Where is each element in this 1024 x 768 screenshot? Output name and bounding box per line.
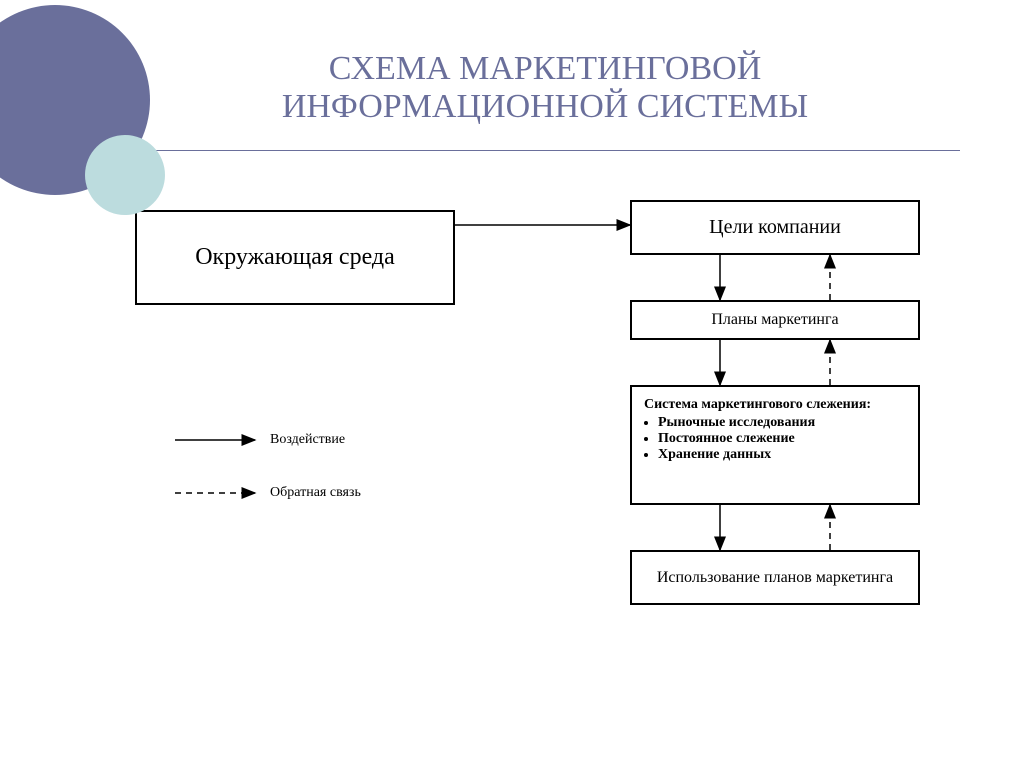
tracking-bullet: Постоянное слежение xyxy=(658,431,871,447)
box-tracking-heading: Система маркетингового слежения: xyxy=(644,397,871,413)
slide: СХЕМА МАРКЕТИНГОВОЙ ИНФОРМАЦИОННОЙ СИСТЕ… xyxy=(0,0,1024,768)
box-environment-label: Окружающая среда xyxy=(195,244,395,271)
tracking-bullet: Рыночные исследования xyxy=(658,415,871,431)
legend-feedback-label: Обратная связь xyxy=(270,485,361,501)
slide-title: СХЕМА МАРКЕТИНГОВОЙ ИНФОРМАЦИОННОЙ СИСТЕ… xyxy=(165,50,925,126)
box-goals-label: Цели компании xyxy=(709,216,841,239)
box-plans: Планы маркетинга xyxy=(630,300,920,340)
tracking-bullet: Хранение данных xyxy=(658,447,871,463)
box-usage: Использование планов маркетинга xyxy=(630,550,920,605)
box-tracking: Система маркетингового слежения: Рыночны… xyxy=(630,385,920,505)
box-usage-label: Использование планов маркетинга xyxy=(657,569,893,587)
box-goals: Цели компании xyxy=(630,200,920,255)
box-tracking-content: Система маркетингового слежения: Рыночны… xyxy=(644,397,871,463)
box-tracking-bullets: Рыночные исследованияПостоянное слежение… xyxy=(644,415,871,463)
box-environment: Окружающая среда xyxy=(135,210,455,305)
title-underline xyxy=(100,150,960,151)
box-plans-label: Планы маркетинга xyxy=(711,311,838,329)
legend-impact-label: Воздействие xyxy=(270,432,345,448)
